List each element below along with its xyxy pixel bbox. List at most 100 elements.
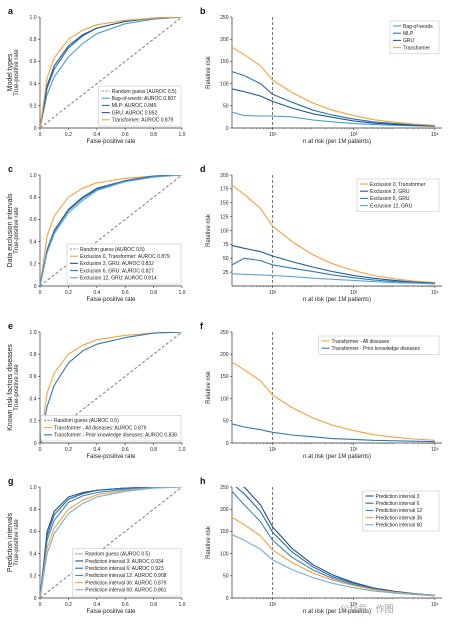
series-group (232, 361, 435, 443)
legend-label: Exclusion 3, GRU (370, 189, 410, 195)
panel-letter: b (200, 6, 206, 16)
x-tick-label: 0.4 (93, 132, 100, 138)
y-axis-title: Relative risk (206, 55, 212, 89)
legend-label: Prediction interval 36: AUROC 0.879 (85, 580, 166, 586)
row-label: Model types (7, 53, 14, 91)
x-tick-label: 0.8 (150, 290, 157, 296)
y-axis-title: True-positive rate (14, 364, 20, 411)
y-tick-label: 0.6 (30, 59, 37, 65)
series-line (232, 244, 435, 284)
x-axis-title: False-positive rate (86, 454, 136, 460)
legend-label: MLP: AUROC 0.845 (112, 103, 157, 109)
y-tick-label: 0 (34, 126, 37, 132)
panel-a: a Model types 0 0.2 0.4 0.6 0.8 1.0 0 0.2 0.4 0.6 0.… (7, 6, 186, 145)
x-tick-label: 0 (39, 602, 42, 608)
y-tick-label: 0.6 (30, 217, 37, 223)
panel-letter: g (8, 476, 14, 486)
panel-f: f 0 50 100 150 200 250 10² 10³ 10⁴ n at risk (per … (200, 321, 442, 460)
x-tick-label: 0.6 (122, 132, 129, 138)
series-group (40, 17, 182, 128)
legend-label: Prediction interval 6: AUROC 0.923 (85, 566, 164, 572)
x-tick-label: 10³ (350, 132, 358, 138)
y-tick-label: 125 (220, 214, 229, 220)
legend-label: Bag-of-words: AUROC 0.807 (112, 96, 176, 102)
y-tick-label: 250 (220, 15, 229, 21)
series-line (232, 184, 435, 284)
x-axis-title: False-positive rate (86, 609, 136, 615)
series-line (40, 332, 182, 443)
x-tick-label: 1.0 (179, 132, 186, 138)
legend-label: GRU (403, 38, 415, 44)
y-tick-label: 0 (34, 284, 37, 290)
y-tick-label: 200 (220, 173, 229, 179)
legend-label: Transformer - All diseases (332, 339, 390, 345)
x-axis-title: n at risk (per 1M patients) (303, 139, 371, 145)
series-line (232, 423, 435, 443)
legend-label: Prediction interval 3 (376, 494, 420, 500)
series-line (232, 88, 435, 127)
series-line (40, 17, 182, 128)
panel-e: e Known risk factors diseases 0 0.2 0.4 0.6 0.… (7, 321, 186, 460)
x-tick-label: 1.0 (179, 447, 186, 453)
y-tick-label: 0.2 (30, 104, 37, 110)
y-tick-label: 1.0 (30, 330, 37, 336)
panel-letter: e (8, 321, 13, 331)
panel-b: b 0 50 100 150 200 250 10² 10³ 10⁴ n at risk (per … (200, 6, 442, 145)
legend-box (318, 335, 440, 355)
y-tick-label: 0.4 (30, 239, 37, 245)
y-axis-title: True-positive rate (14, 207, 20, 254)
legend-label: Transformer (403, 45, 430, 51)
x-tick-label: 0.4 (93, 447, 100, 453)
legend-box (40, 415, 182, 442)
series-group (232, 46, 435, 127)
x-tick-label: 10³ (350, 602, 358, 608)
legend-label: Transformer: AUROC 0.879 (112, 118, 174, 124)
legend-label: Prediction interval 3: AUROC 0.934 (85, 559, 164, 565)
x-tick-label: 0.2 (65, 447, 72, 453)
panel-letter: h (200, 476, 206, 486)
x-tick-label: 0 (39, 290, 42, 296)
series-line (40, 332, 182, 443)
x-tick-label: 0.8 (150, 447, 157, 453)
x-tick-label: 0.2 (65, 132, 72, 138)
series-group (40, 487, 182, 598)
x-tick-label: 10³ (350, 290, 358, 296)
x-tick-label: 0 (39, 447, 42, 453)
y-tick-label: 150 (220, 374, 229, 380)
x-tick-label: 0.8 (150, 132, 157, 138)
series-line (40, 175, 182, 286)
y-tick-label: 0.6 (30, 374, 37, 380)
x-tick-label: 10³ (350, 447, 358, 453)
x-tick-label: 10⁴ (431, 290, 439, 296)
series-line (232, 46, 435, 126)
x-tick-label: 0.2 (65, 290, 72, 296)
x-axis-title: n at risk (per 1M patients) (303, 454, 371, 460)
y-tick-label: 100 (220, 228, 229, 234)
y-tick-label: 250 (220, 330, 229, 336)
y-tick-label: 100 (220, 81, 229, 87)
y-tick-label: 0.8 (30, 507, 37, 513)
y-tick-label: 200 (220, 352, 229, 358)
x-tick-label: 10² (269, 447, 277, 453)
legend-label: Transformer - All diseases: AUROC 0.879 (54, 425, 147, 431)
y-tick-label: 200 (220, 37, 229, 43)
legend-label: Bag-of-words (403, 24, 433, 30)
x-axis-title: n at risk (per 1M patients) (303, 609, 371, 615)
x-tick-label: 10⁴ (431, 602, 439, 608)
row-label: Data exclusion intervals (7, 193, 14, 267)
panel-g: g Prediction intervals 0 0.2 0.4 0.6 0.8 1.0 0 0.… (7, 476, 186, 615)
legend-label: Random guess (AUROC 0.5) (80, 247, 145, 253)
legend-label: Random guess (AUROC 0.5) (85, 552, 150, 558)
x-tick-label: 1.0 (179, 602, 186, 608)
series-group (232, 487, 435, 597)
series-line (40, 175, 182, 286)
legend-box (98, 85, 182, 127)
x-tick-label: 10² (269, 290, 277, 296)
legend-label: Exclusion 12, GRU (370, 203, 413, 209)
panel-letter: a (8, 6, 14, 16)
y-tick-label: 1.0 (30, 15, 37, 21)
legend-label: MLP (403, 31, 414, 37)
x-tick-label: 10⁴ (431, 132, 439, 138)
x-tick-label: 0.6 (122, 447, 129, 453)
x-tick-label: 0.6 (122, 290, 129, 296)
